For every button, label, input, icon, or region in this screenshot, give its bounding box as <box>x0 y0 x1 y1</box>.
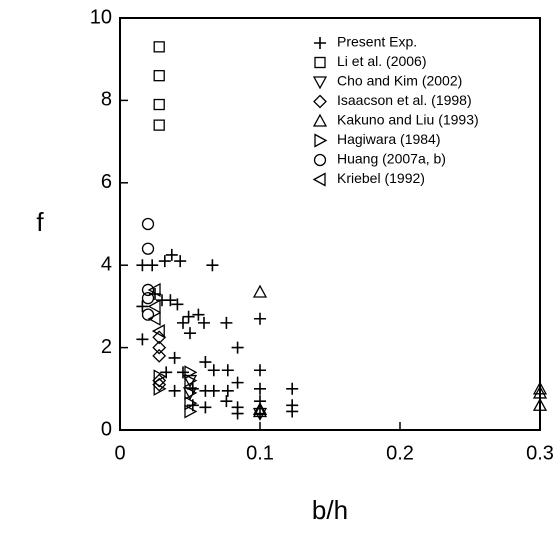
marker <box>152 348 167 363</box>
marker <box>141 217 155 231</box>
marker <box>151 324 165 339</box>
marker <box>152 377 167 392</box>
marker <box>221 364 234 377</box>
marker <box>153 119 165 131</box>
y-axis-label: f <box>36 207 44 237</box>
legend-marker <box>314 56 326 69</box>
marker <box>221 384 234 397</box>
x-tick-label: 0.1 <box>246 442 274 464</box>
marker <box>153 381 167 396</box>
legend-label: Kakuno and Liu (1993) <box>337 112 479 128</box>
legend-marker <box>312 76 328 90</box>
marker <box>153 41 165 53</box>
legend-marker <box>312 172 326 187</box>
marker <box>153 98 165 111</box>
marker <box>136 333 149 346</box>
marker <box>206 259 219 272</box>
legend-label: Kriebel (1992) <box>337 170 425 186</box>
y-tick-label: 2 <box>101 336 112 358</box>
marker <box>184 373 198 388</box>
marker <box>220 316 233 329</box>
y-tick-label: 6 <box>101 171 112 193</box>
marker <box>146 259 159 272</box>
marker <box>231 376 244 389</box>
marker <box>136 300 149 313</box>
marker <box>207 384 220 397</box>
marker <box>231 407 244 420</box>
marker <box>252 284 268 298</box>
marker <box>220 395 233 408</box>
marker <box>152 340 167 355</box>
legend-marker <box>313 94 327 109</box>
plot-frame <box>119 17 541 431</box>
marker <box>184 404 198 419</box>
marker <box>182 310 195 323</box>
marker <box>182 387 198 401</box>
legend-label: Hagiwara (1984) <box>337 131 441 147</box>
marker <box>184 365 198 380</box>
legend-marker <box>312 113 328 127</box>
y-tick-label: 0 <box>101 418 112 440</box>
marker <box>184 385 198 401</box>
marker <box>165 248 178 261</box>
y-tick-label: 4 <box>101 253 112 275</box>
marker <box>254 364 266 377</box>
marker <box>532 385 548 399</box>
legend-marker <box>314 37 326 49</box>
marker <box>153 369 167 384</box>
y-tick-label: 8 <box>101 89 112 111</box>
marker <box>141 308 155 321</box>
x-tick-label: 0 <box>114 442 125 464</box>
legend-label: Li et al. (2006) <box>337 53 427 69</box>
legend-label: Isaacson et al. (1998) <box>337 92 472 108</box>
marker <box>177 316 189 329</box>
x-axis-label: b/h <box>312 495 348 525</box>
marker <box>254 312 266 325</box>
x-tick-label: 0.3 <box>526 442 554 464</box>
marker <box>171 298 184 311</box>
marker <box>532 381 548 395</box>
legend-label: Huang (2007a, b) <box>337 151 446 167</box>
marker <box>199 356 212 369</box>
marker <box>252 402 268 416</box>
legend-marker <box>313 153 327 167</box>
marker <box>286 382 299 395</box>
legend-marker <box>314 133 328 148</box>
marker <box>152 330 167 345</box>
marker <box>147 311 161 326</box>
marker <box>192 308 205 321</box>
marker <box>147 299 161 314</box>
marker <box>141 242 155 255</box>
marker <box>174 255 187 268</box>
marker <box>141 283 155 297</box>
marker <box>184 327 196 340</box>
marker <box>147 282 161 298</box>
marker <box>532 397 548 411</box>
y-tick-label: 10 <box>90 6 112 28</box>
marker <box>207 364 220 377</box>
marker <box>153 70 165 82</box>
x-tick-label: 0.2 <box>386 442 414 464</box>
marker <box>164 294 177 307</box>
marker <box>199 401 212 414</box>
marker <box>141 292 155 305</box>
marker <box>168 384 181 397</box>
marker <box>254 382 266 395</box>
marker <box>184 396 198 411</box>
marker <box>231 341 244 354</box>
legend-label: Present Exp. <box>337 34 417 50</box>
marker <box>286 405 299 418</box>
marker <box>168 351 181 364</box>
marker <box>198 316 210 329</box>
marker <box>152 373 167 388</box>
marker <box>177 366 189 379</box>
marker <box>252 404 268 418</box>
legend-label: Cho and Kim (2002) <box>337 73 462 89</box>
marker <box>158 255 171 268</box>
